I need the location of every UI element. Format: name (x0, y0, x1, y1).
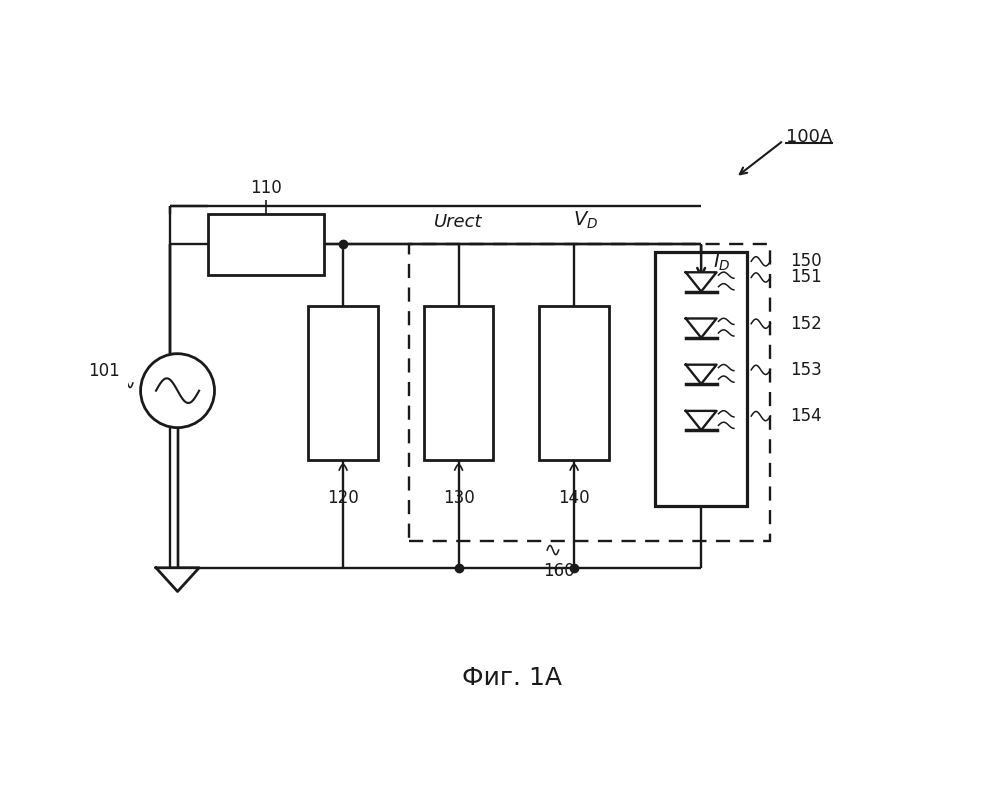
Polygon shape (156, 567, 199, 591)
Text: 150: 150 (790, 252, 821, 271)
Text: 101: 101 (88, 362, 120, 381)
Text: 130: 130 (443, 489, 474, 508)
Bar (655, 252, 747, 506)
Text: 120: 120 (327, 489, 359, 508)
Circle shape (141, 354, 215, 428)
Text: $V_D$: $V_D$ (573, 209, 598, 231)
Text: 100A: 100A (786, 128, 832, 145)
Text: $I_D$: $I_D$ (713, 251, 730, 273)
Text: Urect: Urect (434, 212, 483, 231)
Bar (308, 306, 378, 460)
Text: Фиг. 1А: Фиг. 1А (462, 666, 562, 690)
Text: 110: 110 (250, 179, 282, 196)
Polygon shape (686, 365, 717, 384)
Text: 160: 160 (543, 563, 575, 580)
Polygon shape (686, 272, 717, 291)
Text: 140: 140 (558, 489, 590, 508)
Bar (409, 244, 770, 541)
Polygon shape (686, 411, 717, 430)
Bar (424, 306, 493, 460)
Bar (539, 306, 609, 460)
Text: 152: 152 (790, 314, 821, 333)
Polygon shape (686, 318, 717, 338)
Bar (208, 214, 324, 275)
Text: 154: 154 (790, 407, 821, 425)
Text: 153: 153 (790, 361, 821, 379)
Text: 151: 151 (790, 268, 821, 286)
